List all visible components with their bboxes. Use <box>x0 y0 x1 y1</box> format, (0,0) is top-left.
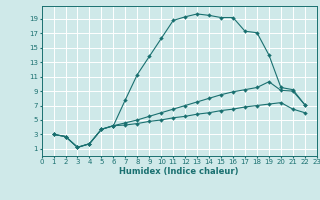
X-axis label: Humidex (Indice chaleur): Humidex (Indice chaleur) <box>119 167 239 176</box>
